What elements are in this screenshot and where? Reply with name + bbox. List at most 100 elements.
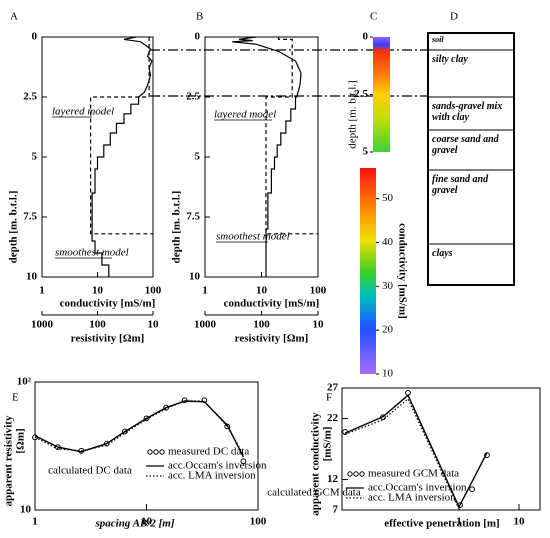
layer-label: silty clay — [432, 54, 468, 65]
y-tick-label: 12 — [327, 473, 339, 485]
panel-label: D — [450, 11, 458, 23]
legend-symbol — [159, 449, 165, 455]
y-axis-unit: [mS/m] — [322, 427, 334, 462]
x-tick-label: 10 — [92, 285, 104, 297]
y-tick-label: 0 — [195, 31, 201, 43]
layer-label: fine sand and gravel — [432, 174, 489, 196]
x2-axis-title: resistivity [Ωm] — [71, 333, 145, 345]
legend-label: acc.Occam's inversion — [368, 482, 467, 494]
x-tick-label: 1 — [202, 285, 208, 297]
x2-tick-label: 100 — [253, 319, 270, 331]
data-point — [469, 486, 475, 493]
panel-label: C — [370, 11, 377, 23]
x2-tick-label: 100 — [89, 319, 106, 331]
profile-line — [91, 36, 153, 277]
legend-label: measured DC data — [168, 446, 249, 458]
layer-label: coarse sand and gravel — [432, 134, 499, 156]
legend-symbol — [353, 471, 359, 477]
x2-tick-label: 1000 — [31, 319, 54, 331]
x2-tick-label: 10 — [148, 319, 160, 331]
series-label: layered model — [214, 109, 276, 121]
x-axis-title: spacing AB/2 [m] — [94, 518, 174, 530]
x2-tick-label: 10 — [313, 319, 325, 331]
lithology-column — [427, 32, 515, 286]
y-tick-label: 10 — [26, 271, 38, 283]
x-tick-label: 10 — [513, 516, 525, 528]
y-axis-title: apparent resistivity — [3, 415, 15, 506]
x-tick-label: 1 — [456, 516, 462, 528]
x-tick-label: 10 — [256, 285, 268, 297]
colorbar-tick-label: 20 — [382, 324, 394, 336]
legend-group-label: calculated DC data — [48, 465, 132, 477]
y-tick-label: 27 — [327, 382, 339, 394]
colorbar-tick-label: 50 — [382, 192, 394, 204]
legend-symbol — [359, 471, 365, 477]
y-tick-label: 0 — [363, 31, 369, 43]
x-axis-title: effective penetration [m] — [384, 518, 499, 530]
x-axis-title: conductivity [mS/m] — [60, 298, 156, 310]
panel-label: A — [10, 11, 18, 23]
y-axis-title: depth [m. b.t.l.] — [8, 191, 20, 264]
y-tick-label: 7 — [333, 504, 339, 516]
legend-label: acc. LMA inversion — [368, 492, 456, 504]
y-tick-label: 7.5 — [23, 211, 37, 223]
depth-section — [373, 37, 390, 152]
x-tick-label: 100 — [310, 285, 327, 297]
series-line — [344, 394, 488, 509]
data-point — [240, 458, 247, 465]
y-tick-label: 10 — [189, 271, 201, 283]
profile-line — [90, 37, 153, 235]
x2-axis-title: resistivity [Ωm] — [235, 333, 309, 345]
x-tick-label: 1 — [32, 516, 38, 528]
y-axis-unit: [Ωm] — [15, 428, 27, 453]
y-tick-label: 7.5 — [186, 211, 200, 223]
panel-label: B — [196, 11, 203, 23]
series-label: layered model — [52, 106, 114, 118]
colorbar-tick-label: 40 — [382, 236, 394, 248]
x-tick-label: 100 — [145, 285, 162, 297]
y-axis-title: depth [m. b.t.l.] — [171, 191, 183, 264]
y-axis-title: depth [m. b.t.l.] — [347, 80, 359, 148]
y-tick-label: 0 — [32, 31, 38, 43]
colorbar-title: conductivity [mS/m] — [396, 223, 408, 319]
panel-label: F — [326, 392, 332, 404]
layer-label: sands-gravel mix with clay — [432, 101, 503, 123]
colorbar — [360, 168, 376, 374]
y-tick-label: 2.5 — [23, 91, 37, 103]
legend-label: acc.Occam's inversion — [168, 460, 267, 472]
series-label: smoothest model — [216, 231, 290, 243]
legend-label: acc. LMA inversion — [168, 470, 256, 482]
legend-symbol — [347, 471, 353, 477]
x-tick-label: 10 — [141, 516, 153, 528]
layer-label: clays — [432, 248, 453, 259]
profile-line — [231, 36, 302, 277]
y-axis-title: apparent conductivity — [310, 412, 322, 516]
y-tick-label: 10² — [17, 376, 32, 388]
y-tick-label: 2.5 — [354, 88, 368, 100]
y-tick-label: 22 — [327, 412, 339, 424]
y-tick-label: 5 — [363, 146, 369, 158]
x2-tick-label: 1000 — [194, 319, 217, 331]
legend-symbol — [153, 449, 159, 455]
y-tick-label: 5 — [32, 151, 38, 163]
y-tick-label: 10 — [20, 504, 32, 516]
layer-label: soil — [432, 35, 444, 44]
series-line — [34, 400, 244, 456]
y-tick-label: 5 — [195, 151, 201, 163]
legend-group-label: calculated GCM data — [267, 487, 361, 499]
colorbar-tick-label: 10 — [382, 368, 394, 380]
x-tick-label: 100 — [250, 516, 267, 528]
y-tick-label: 2.5 — [186, 91, 200, 103]
x-tick-label: 1 — [39, 285, 45, 297]
legend-label: measured GCM data — [368, 468, 459, 480]
plot-frame — [341, 387, 541, 511]
x-axis-title: conductivity [mS/m] — [224, 298, 320, 310]
series-line — [344, 398, 460, 510]
series-label: smoothest model — [55, 247, 129, 259]
profile-line — [265, 37, 318, 235]
legend-symbol — [147, 449, 153, 455]
colorbar-tick-label: 30 — [382, 280, 394, 292]
panel-label: E — [12, 392, 19, 404]
